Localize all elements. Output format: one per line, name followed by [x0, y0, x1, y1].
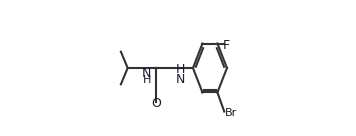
Text: O: O — [151, 97, 161, 110]
Text: N: N — [142, 67, 151, 80]
Text: H: H — [142, 75, 151, 85]
Text: N: N — [176, 72, 185, 86]
Text: Br: Br — [225, 108, 237, 118]
Text: H: H — [176, 63, 185, 76]
Text: F: F — [223, 38, 230, 52]
